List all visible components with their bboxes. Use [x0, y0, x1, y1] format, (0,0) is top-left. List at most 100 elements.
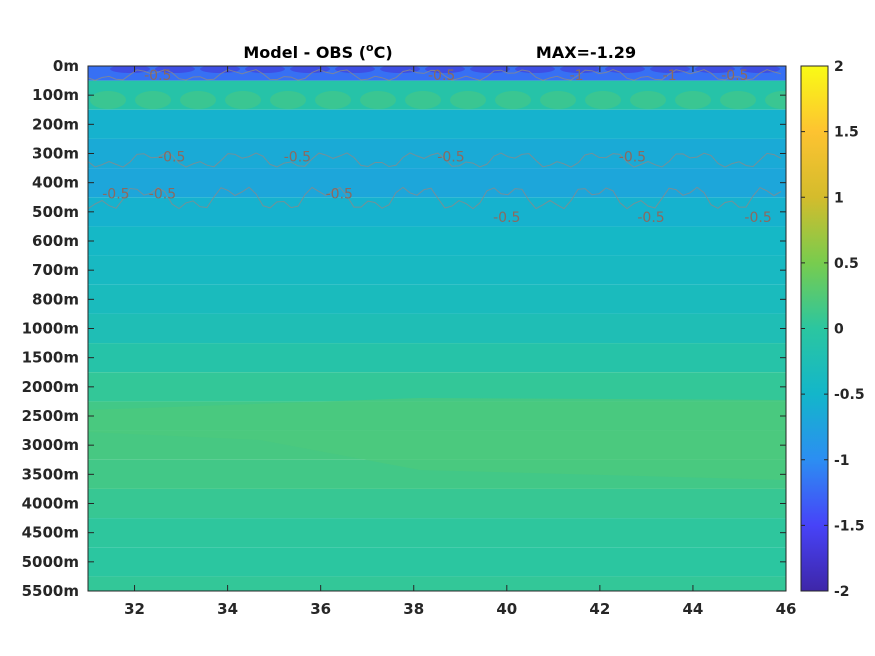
contour-label: -0.5 — [637, 210, 664, 226]
chart-title-superscript: o — [366, 41, 374, 54]
y-tick-label: 700m — [32, 261, 79, 279]
heatmap-overlays — [88, 66, 786, 480]
surface-cold-patch — [110, 66, 150, 73]
chart-title-main: Model - OBS ( — [243, 43, 366, 62]
colorbar-tick-label: -2 — [834, 584, 850, 600]
colorbar-tick-label: -1.5 — [834, 518, 865, 534]
contour-label: -0.5 — [437, 150, 464, 166]
x-axis: 32 34 36 38 40 42 44 46 — [124, 66, 796, 618]
y-tick-label: 400m — [32, 174, 79, 192]
colorbar-tick-label: -0.5 — [834, 387, 865, 403]
surface-warm-patch — [495, 91, 531, 109]
y-tick-label: 800m — [32, 290, 79, 308]
heatmap-band-4000m — [88, 488, 786, 519]
surface-cold-patch — [695, 66, 735, 73]
y-tick-label: 0m — [53, 57, 79, 75]
surface-warm-patch — [315, 91, 351, 109]
contour-label: -0.5 — [144, 68, 171, 84]
surface-warm-patch — [630, 91, 666, 109]
surface-warm-patch — [675, 91, 711, 109]
surface-warm-patch — [270, 91, 306, 109]
surface-warm-patch — [225, 91, 261, 109]
y-tick-label: 2500m — [22, 407, 79, 425]
surface-warm-patch — [90, 91, 126, 109]
colorbar-tick-label: 1.5 — [834, 125, 859, 141]
x-tick-label: 36 — [310, 600, 331, 618]
y-tick-label: 2000m — [22, 378, 79, 396]
contour-label: -0.5 — [493, 210, 520, 226]
x-tick-label: 42 — [589, 600, 610, 618]
y-tick-label: 100m — [32, 86, 79, 104]
colorbar-tick-label: 1 — [834, 190, 844, 206]
surface-cold-patch — [290, 66, 330, 73]
heatmap-band-700m — [88, 255, 786, 285]
y-tick-label: 4500m — [22, 524, 79, 542]
contour-label: -0.5 — [158, 150, 185, 166]
surface-cold-patch — [605, 66, 645, 73]
y-tick-label: 5500m — [22, 582, 79, 600]
heatmap-bands — [88, 66, 786, 591]
colorbar-tick-label: 0 — [834, 322, 844, 338]
x-tick-label: 32 — [124, 600, 145, 618]
surface-warm-patch — [540, 91, 576, 109]
colorbar-tick-label: -1 — [834, 453, 850, 469]
y-tick-label: 500m — [32, 203, 79, 221]
heatmap-band-200m — [88, 109, 786, 139]
contour-line — [88, 186, 782, 210]
colorbar-tick-label: 0.5 — [834, 256, 859, 272]
contour-label: -0.5 — [102, 187, 129, 203]
y-tick-label: 3000m — [22, 436, 79, 454]
surface-cold-patch — [515, 66, 555, 73]
heatmap-plot-area: -0.5 -0.5 -1 -1 -0.5 -0.5 -0.5 -0.5 -0.5 -0.5 -0.5… — [87, 65, 787, 592]
contour-label: -1 — [663, 68, 677, 84]
chart-title: Model - OBS (oC) — [243, 41, 392, 62]
heatmap-band-5000m — [88, 547, 786, 577]
deep-warm-region — [88, 398, 786, 480]
surface-warm-patch — [360, 91, 396, 109]
x-tick-label: 38 — [403, 600, 424, 618]
surface-cold-patch — [470, 66, 510, 73]
heatmap-band-500m — [88, 197, 786, 227]
y-tick-label: 5000m — [22, 553, 79, 571]
surface-warm-patch — [135, 91, 171, 109]
surface-cold-patch — [425, 66, 465, 73]
y-tick-label: 3500m — [22, 465, 79, 483]
heatmap-band-4500m — [88, 518, 786, 548]
surface-warm-patch — [180, 91, 216, 109]
contour-line — [88, 69, 782, 81]
heatmap-band-1000m — [88, 313, 786, 344]
surface-cold-patch — [245, 66, 285, 73]
colorbar-tick-label: 2 — [834, 59, 844, 75]
heatmap-band-1500m — [88, 343, 786, 373]
colorbar: 2 1.5 1 0.5 0 -0.5 -1 -1.5 -2 — [800, 59, 865, 600]
surface-cold-patch — [650, 66, 690, 73]
y-tick-label: 600m — [32, 232, 79, 250]
y-axis: 0m 100m 200m 300m 400m 500m 600m 700m 800m 1000m 1… — [22, 57, 786, 600]
x-tick-label: 34 — [217, 600, 238, 618]
surface-warm-patch — [450, 91, 486, 109]
colorbar-fill — [801, 66, 828, 591]
y-tick-label: 200m — [32, 115, 79, 133]
contour-label: -0.5 — [744, 210, 771, 226]
surface-cold-patch — [560, 66, 600, 73]
heatmap-band-5500m — [88, 576, 786, 591]
contour-label: -0.5 — [149, 187, 176, 203]
x-tick-label: 46 — [776, 600, 797, 618]
surface-warm-patch — [765, 91, 786, 109]
y-tick-label: 1000m — [22, 320, 79, 338]
surface-warm-patch — [405, 91, 441, 109]
surface-warm-patch — [585, 91, 621, 109]
contour-label: -0.5 — [619, 150, 646, 166]
contour-label: -1 — [570, 68, 584, 84]
y-tick-label: 4000m — [22, 495, 79, 513]
surface-warm-patch — [720, 91, 756, 109]
y-tick-label: 300m — [32, 145, 79, 163]
contour-label: -0.5 — [284, 150, 311, 166]
contour-label: -0.5 — [428, 68, 455, 84]
x-tick-label: 44 — [682, 600, 703, 618]
chart-title-unit: C) — [374, 43, 393, 62]
contour-line — [88, 152, 782, 168]
surface-cold-patch — [380, 66, 420, 73]
max-label: MAX=-1.29 — [536, 43, 636, 62]
